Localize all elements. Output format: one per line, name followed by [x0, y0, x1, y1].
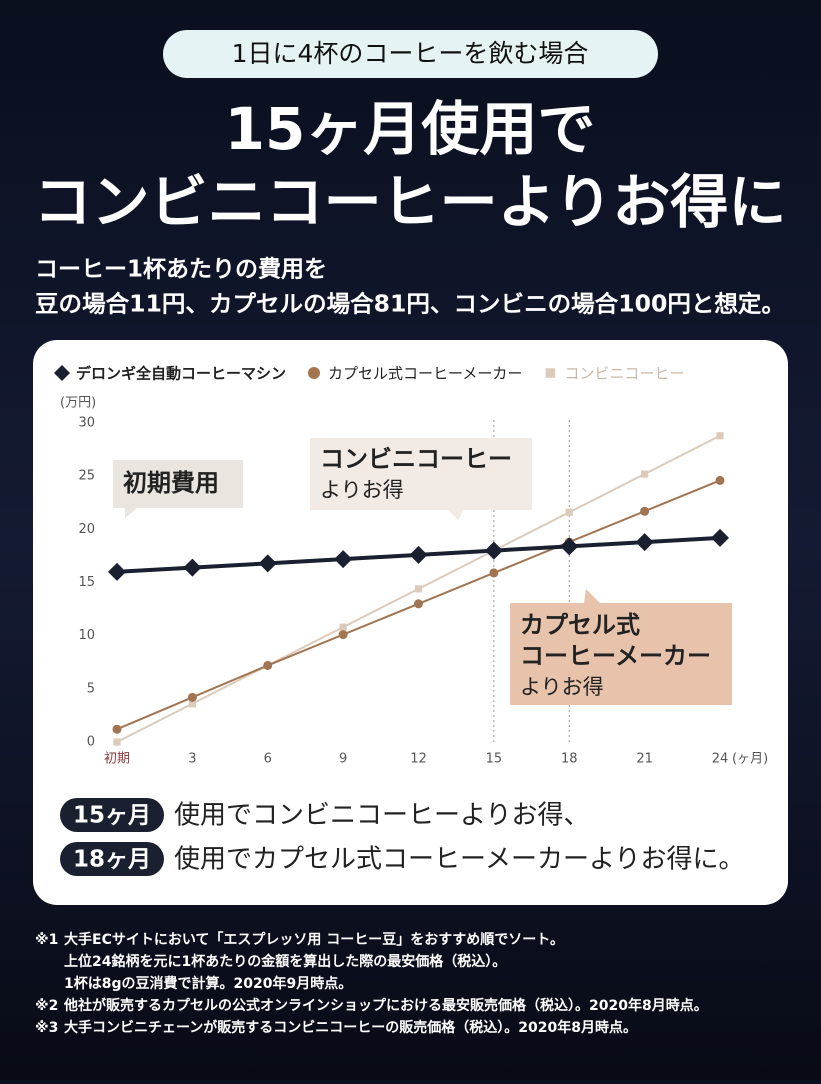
point [641, 470, 649, 478]
point [334, 550, 353, 569]
x-tick-label: 9 [339, 752, 347, 767]
subtitle: コーヒー1杯あたりの費用を [35, 257, 327, 283]
point [187, 692, 197, 702]
point [108, 562, 126, 581]
badge-text: 15ヶ月 [73, 803, 151, 829]
point [263, 660, 273, 670]
legend-marker [545, 368, 556, 378]
x-tick-label: 初期 [104, 752, 130, 767]
footnote-mark: ※2 [35, 998, 58, 1014]
footnote-text: 1杯は8gの豆消費で計算。2020年9月時点。 [64, 975, 352, 992]
point [640, 506, 650, 516]
point [183, 558, 202, 577]
badge [60, 842, 164, 876]
x-tick-label: 15 [486, 752, 503, 767]
point [409, 545, 428, 564]
title: 15ヶ月使用で [225, 95, 596, 163]
badge [60, 798, 164, 832]
y-tick-label: 5 [87, 681, 95, 696]
legend-label: デロンギ全自動コーヒーマシン [76, 365, 286, 383]
y-unit: (万円) [60, 396, 96, 411]
point [112, 724, 122, 734]
point [339, 623, 347, 631]
x-tick-label: 6 [264, 752, 272, 767]
conclusion-text: 使用でコンビニコーヒーよりお得、 [174, 801, 589, 831]
y-tick-label: 25 [78, 469, 95, 484]
point [414, 585, 423, 593]
y-tick-label: 30 [78, 416, 95, 431]
legend-label: カプセル式コーヒーメーカー [328, 365, 522, 383]
x-tick-label: 3 [188, 752, 196, 767]
point [414, 599, 423, 609]
legend-marker [308, 367, 321, 379]
footnote-mark: ※1 [35, 932, 58, 948]
point [565, 508, 573, 516]
point [489, 568, 499, 578]
footnote-mark: ※3 [35, 1020, 58, 1036]
x-tick-label: 12 [410, 752, 427, 767]
x-unit: (ヶ月) [732, 752, 768, 767]
badge-text: 18ヶ月 [73, 847, 151, 873]
point [188, 700, 196, 708]
conclusion-text: 使用でカプセル式コーヒーメーカーよりお得に。 [174, 845, 744, 875]
point [484, 541, 503, 560]
legend-label: コンビニコーヒー [564, 365, 684, 383]
annotation-text: コーヒーメーカー [520, 642, 711, 670]
x-tick-label: 21 [636, 752, 653, 767]
point [715, 475, 725, 485]
condition: 1日に4杯のコーヒーを飲む場合 [232, 39, 589, 68]
point [560, 537, 579, 556]
annotation-box [310, 438, 532, 510]
annotation-text: コンビニコーヒー [320, 445, 512, 473]
legend-marker [54, 365, 70, 381]
point [635, 533, 654, 552]
x-tick-label: 24 [712, 752, 729, 767]
point [113, 738, 121, 746]
annotation-box [510, 603, 732, 705]
point [258, 554, 277, 573]
annotation-pointer [584, 589, 600, 603]
annotation-pointer [448, 510, 464, 520]
annotation-text: カプセル式 [520, 611, 640, 639]
footnote-text: 大手コンビニチェーンが販売するコンビニコーヒーの販売価格（税込）。2020年8月… [64, 1019, 637, 1036]
y-tick-label: 0 [87, 735, 95, 750]
annotation-text: 初期費用 [123, 469, 219, 497]
annotation-text: よりお得 [520, 675, 604, 699]
point [716, 432, 724, 440]
condition-pill [163, 30, 658, 78]
subtitle: 豆の場合11円、カプセルの場合81円、コンビニの場合100円と想定。 [35, 291, 785, 318]
annotation-pointer [125, 508, 137, 518]
y-tick-label: 15 [78, 575, 95, 590]
y-tick-label: 20 [78, 522, 95, 537]
annotation-box [113, 460, 243, 508]
point [338, 630, 348, 640]
x-tick-label: 18 [561, 752, 578, 767]
footnote-text: 大手ECサイトにおいて「エスプレッソ用 コーヒー豆」をおすすめ順でソート。 [64, 931, 564, 948]
annotation-text: よりお得 [320, 478, 404, 502]
footnote-text: 上位24銘柄を元に1杯あたりの金額を算出した際の最安価格（税込）。 [64, 953, 506, 970]
footnote-text: 他社が販売するカプセルの公式オンラインショップにおける最安販売価格（税込）。20… [63, 997, 708, 1014]
point [711, 528, 729, 547]
y-tick-label: 10 [78, 628, 95, 643]
title: コンビニコーヒーよりお得に [34, 168, 787, 236]
